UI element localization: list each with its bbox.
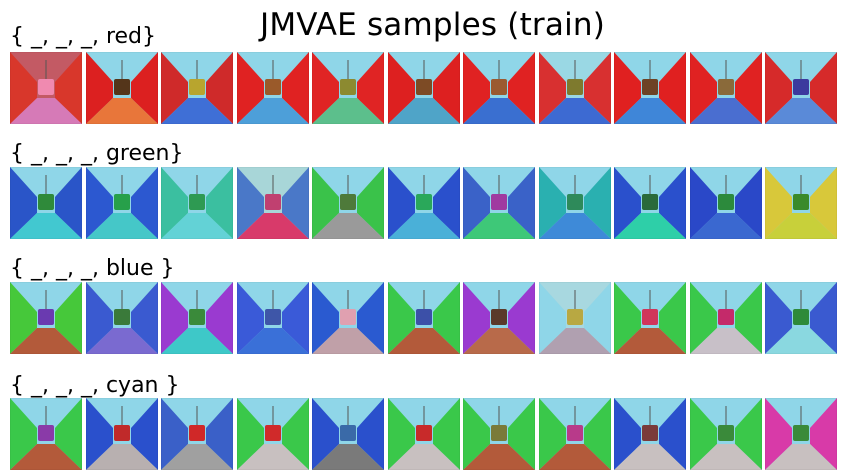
sample-image — [161, 282, 233, 354]
sample-image — [312, 398, 384, 470]
sample-image — [161, 52, 233, 124]
sample-image — [237, 52, 309, 124]
row-label-blue: { _, _, _, blue } — [10, 256, 175, 281]
sample-image — [86, 282, 158, 354]
sample-image — [614, 52, 686, 124]
sample-image — [312, 282, 384, 354]
row-label-cyan: { _, _, _, cyan } — [10, 373, 180, 398]
sample-image — [463, 167, 535, 239]
sample-image — [765, 398, 837, 470]
sample-image — [388, 398, 460, 470]
sample-image — [614, 282, 686, 354]
sample-image — [539, 282, 611, 354]
sample-image — [312, 52, 384, 124]
sample-image — [237, 398, 309, 470]
sample-image — [388, 167, 460, 239]
sample-image — [237, 167, 309, 239]
sample-image — [690, 52, 762, 124]
figure-title: JMVAE samples (train) — [260, 7, 606, 43]
sample-image — [161, 398, 233, 470]
sample-image — [463, 52, 535, 124]
sample-image — [161, 167, 233, 239]
sample-image — [765, 167, 837, 239]
sample-image — [10, 167, 82, 239]
sample-image — [765, 52, 837, 124]
sample-image — [765, 282, 837, 354]
sample-image — [10, 398, 82, 470]
sample-image — [388, 52, 460, 124]
sample-image — [539, 398, 611, 470]
sample-image — [690, 398, 762, 470]
sample-image — [10, 52, 82, 124]
row-label-green: { _, _, _, green} — [10, 141, 184, 166]
sample-image — [614, 167, 686, 239]
sample-image — [614, 398, 686, 470]
sample-image — [539, 52, 611, 124]
row-label-red: { _, _, _, red} — [10, 24, 157, 49]
sample-image — [86, 52, 158, 124]
sample-image — [312, 167, 384, 239]
sample-image — [237, 282, 309, 354]
sample-image — [690, 282, 762, 354]
sample-image — [463, 282, 535, 354]
sample-image — [86, 167, 158, 239]
sample-image — [86, 398, 158, 470]
sample-image — [463, 398, 535, 470]
sample-image — [539, 167, 611, 239]
sample-image — [10, 282, 82, 354]
sample-image — [690, 167, 762, 239]
sample-image — [388, 282, 460, 354]
